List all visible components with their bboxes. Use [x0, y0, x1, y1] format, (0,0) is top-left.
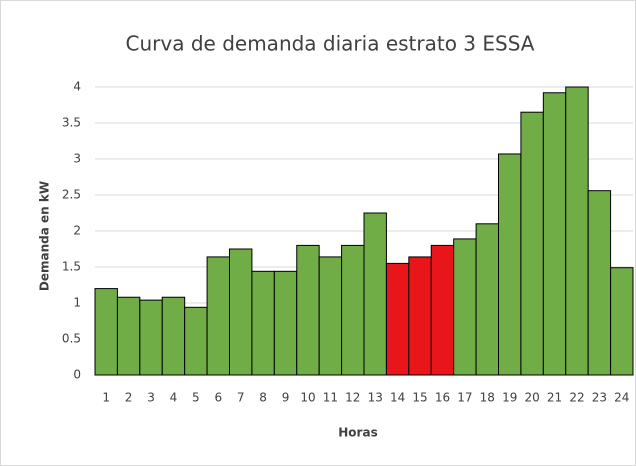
- y-tick-label: 2.5: [62, 188, 81, 202]
- bar: [161, 296, 186, 376]
- x-tick-label: 5: [192, 391, 200, 405]
- bar: [318, 256, 343, 376]
- x-tick-label: 9: [282, 391, 290, 405]
- bar: [296, 244, 320, 376]
- x-tick-label: 23: [592, 391, 607, 405]
- x-tick-label: 24: [614, 391, 629, 405]
- bar: [610, 267, 634, 376]
- x-tick-label: 13: [368, 391, 383, 405]
- y-tick-label: 1: [73, 296, 81, 310]
- bar: [206, 256, 230, 376]
- bar: [498, 153, 522, 376]
- x-tick-label: 3: [147, 391, 155, 405]
- bar: [475, 223, 500, 376]
- bar: [430, 244, 455, 376]
- bar: [94, 288, 118, 376]
- x-tick-label: 10: [300, 391, 315, 405]
- x-tick-label: 21: [547, 391, 562, 405]
- bar: [184, 306, 208, 376]
- bar: [542, 92, 567, 376]
- y-tick-label: 2: [73, 224, 81, 238]
- bar: [565, 86, 589, 376]
- x-tick-label: 22: [569, 391, 584, 405]
- y-tick-label: 0: [73, 368, 81, 382]
- x-tick-label: 6: [214, 391, 222, 405]
- x-tick-label: 15: [412, 391, 427, 405]
- x-tick-label: 20: [524, 391, 539, 405]
- y-tick-label: 0.5: [62, 332, 81, 346]
- y-tick-label: 3: [73, 152, 81, 166]
- x-tick-label: 19: [502, 391, 517, 405]
- y-tick-label: 4: [73, 80, 81, 94]
- bar: [363, 212, 387, 376]
- bar: [273, 270, 298, 376]
- x-tick-label: 7: [237, 391, 245, 405]
- y-axis-title: Demanda en kW: [38, 181, 52, 291]
- x-tick-label: 18: [480, 391, 495, 405]
- y-tick-label: 1.5: [62, 260, 81, 274]
- x-tick-label: 14: [390, 391, 405, 405]
- bar: [116, 296, 141, 376]
- bar: [229, 248, 253, 376]
- x-tick-label: 12: [345, 391, 360, 405]
- x-tick-label: 11: [323, 391, 338, 405]
- bar: [341, 244, 365, 376]
- bar: [385, 262, 410, 376]
- x-tick-label: 1: [102, 391, 110, 405]
- x-tick-label: 17: [457, 391, 472, 405]
- x-tick-label: 2: [125, 391, 133, 405]
- bar: [139, 299, 163, 376]
- bar: [408, 256, 432, 376]
- bar: [251, 270, 275, 376]
- x-axis-title: Horas: [338, 426, 377, 440]
- bar: [587, 190, 612, 376]
- y-tick-label: 3.5: [62, 116, 81, 130]
- x-tick-label: 16: [435, 391, 450, 405]
- bar: [453, 238, 477, 376]
- bar: [520, 111, 544, 376]
- x-tick-label: 4: [170, 391, 178, 405]
- x-tick-label: 8: [259, 391, 267, 405]
- chart-title: Curva de demanda diaria estrato 3 ESSA: [126, 32, 535, 56]
